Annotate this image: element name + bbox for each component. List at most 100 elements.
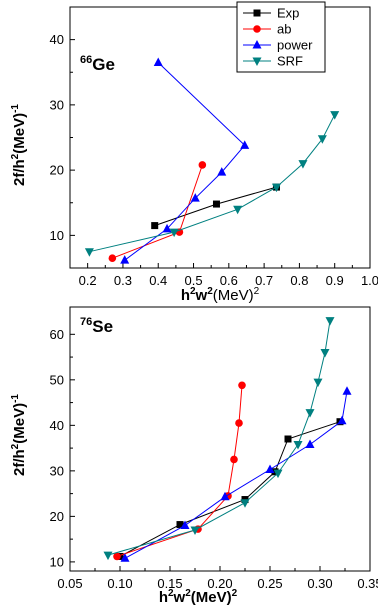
- legend-label-ab: ab: [277, 22, 291, 37]
- y-tick-label-66ge: 10: [50, 228, 64, 243]
- legend-marker-exp: [253, 9, 261, 17]
- chart-76se: 0.05 0.10 0.15 0.20 0.25 0.30 0.35 10 20 30 40 50 60…: [10, 306, 378, 606]
- axes-76se: 0.05 0.10 0.15 0.20 0.25 0.30 0.35 10 20 30 40 50 60: [50, 327, 378, 591]
- data-point-srf-66ge: [169, 228, 179, 238]
- series-76se: [103, 317, 352, 562]
- series-line-power-66ge: [124, 62, 246, 261]
- data-point-power-76se: [342, 386, 352, 395]
- data-point-ab-76se: [238, 381, 246, 390]
- data-point-power-76se: [265, 464, 275, 473]
- data-point-srf-76se: [293, 440, 303, 450]
- series-line-srf-66ge: [89, 114, 336, 253]
- data-point-ab-76se: [113, 552, 121, 561]
- data-point-ab-76se: [230, 455, 238, 464]
- element-symbol-66ge: Ge: [92, 55, 115, 74]
- series-66ge: [84, 57, 340, 264]
- x-tick-label-76se: 0.25: [257, 576, 282, 591]
- x-tick-label-66ge: 0.7: [255, 273, 273, 288]
- data-point-power-66ge: [240, 140, 250, 149]
- x-tick-label-66ge: 0.6: [220, 273, 238, 288]
- legend-marker-power: [252, 40, 262, 49]
- x-tick-label-76se: 0.05: [57, 576, 82, 591]
- data-point-srf-76se: [103, 551, 113, 561]
- chart-66ge: 0.2 0.3 0.4 0.5 0.6 0.7 0.8 0.9 1.0 10 20 30 40 66Ge…: [10, 1, 378, 304]
- y-tick-label-76se: 60: [50, 327, 64, 342]
- x-tick-label-66ge: 0.8: [290, 273, 308, 288]
- x-tick-label-66ge: 0.4: [149, 273, 167, 288]
- data-point-srf-76se: [273, 469, 283, 479]
- data-point-srf-76se: [190, 526, 200, 536]
- y-tick-label-66ge: 20: [50, 163, 64, 178]
- x-tick-label-76se: 0.20: [207, 576, 232, 591]
- data-point-srf-76se: [325, 317, 335, 326]
- x-tick-label-76se: 0.10: [107, 576, 132, 591]
- data-point-exp-76se: [284, 435, 292, 443]
- y-axis-label-66ge: 2f/h2(MeV)-1: [10, 104, 28, 186]
- data-point-power-66ge: [217, 167, 227, 176]
- data-point-power-76se: [220, 491, 230, 501]
- series-line-power-76se: [124, 391, 348, 559]
- x-tick-label-66ge: 0.9: [326, 273, 344, 288]
- element-symbol-76se: Se: [92, 317, 113, 336]
- data-point-srf-66ge: [330, 111, 340, 120]
- x-tick-label-76se: 0.15: [157, 576, 182, 591]
- y-tick-label-76se: 30: [50, 463, 64, 478]
- y-tick-label-76se: 40: [50, 418, 64, 433]
- data-point-srf-76se: [240, 499, 250, 508]
- data-point-ab-66ge: [198, 161, 207, 169]
- data-point-srf-66ge: [84, 248, 94, 257]
- legend-marker-ab: [253, 25, 261, 33]
- y-tick-label-76se: 10: [50, 554, 64, 569]
- y-tick-label-66ge: 40: [50, 32, 64, 47]
- data-point-power-66ge: [190, 193, 200, 202]
- axes-66ge: 0.2 0.3 0.4 0.5 0.6 0.7 0.8 0.9 1.0 10 20 30 40: [50, 32, 378, 288]
- data-point-srf-66ge: [317, 135, 327, 144]
- x-tick-label-76se: 0.30: [307, 576, 332, 591]
- data-point-power-76se: [305, 439, 315, 448]
- x-axis-label-76se: h2w2(MeV)2: [159, 588, 238, 606]
- legend-marker-srf: [252, 57, 262, 66]
- data-point-power-66ge: [153, 57, 163, 66]
- data-point-srf-66ge: [271, 183, 281, 193]
- legend-label-srf: SRF: [277, 54, 303, 69]
- legend-label-exp: Exp: [277, 6, 299, 21]
- element-label-66ge: 66Ge: [80, 54, 115, 74]
- data-point-srf-66ge: [233, 205, 243, 215]
- data-point-srf-76se: [320, 349, 330, 358]
- legend-box: [236, 1, 326, 73]
- x-tick-label-76se: 0.35: [357, 576, 378, 591]
- y-tick-label-76se: 50: [50, 372, 64, 387]
- data-point-power-76se: [337, 415, 347, 425]
- y-axis-label-76se: 2f/h2(MeV)-1: [10, 394, 28, 476]
- data-point-exp-76se: [176, 521, 184, 529]
- data-point-power-76se: [120, 553, 130, 562]
- x-tick-label-66ge: 0.5: [184, 273, 202, 288]
- series-line-srf-76se: [107, 320, 331, 556]
- series-line-ab-66ge: [112, 164, 203, 259]
- x-tick-label-66ge: 1.0: [361, 273, 378, 288]
- x-axis-label-66ge: h2w2(MeV)2: [181, 286, 260, 304]
- element-mass-66ge: 66: [80, 54, 92, 66]
- data-point-exp-66ge: [151, 222, 159, 230]
- x-tick-label-66ge: 0.3: [114, 273, 132, 288]
- data-point-ab-66ge: [108, 254, 117, 263]
- data-point-exp-66ge: [212, 200, 220, 208]
- y-tick-label-76se: 20: [50, 509, 64, 524]
- x-tick-label-66ge: 0.2: [79, 273, 97, 288]
- data-point-power-66ge: [162, 223, 172, 233]
- data-point-ab-76se: [235, 419, 243, 427]
- element-mass-76se: 76: [80, 316, 92, 328]
- element-label-76se: 76Se: [80, 316, 113, 336]
- data-point-srf-76se: [305, 409, 315, 418]
- data-point-power-66ge: [120, 255, 130, 264]
- series-line-ab-76se: [116, 385, 243, 557]
- plot-frame-76se: [69, 306, 371, 572]
- data-point-srf-76se: [313, 378, 323, 388]
- data-point-power-76se: [180, 520, 190, 529]
- y-tick-label-66ge: 30: [50, 97, 64, 112]
- legend-label-power: power: [277, 38, 313, 53]
- data-point-srf-66ge: [298, 160, 308, 169]
- series-line-exp-76se: [119, 421, 341, 557]
